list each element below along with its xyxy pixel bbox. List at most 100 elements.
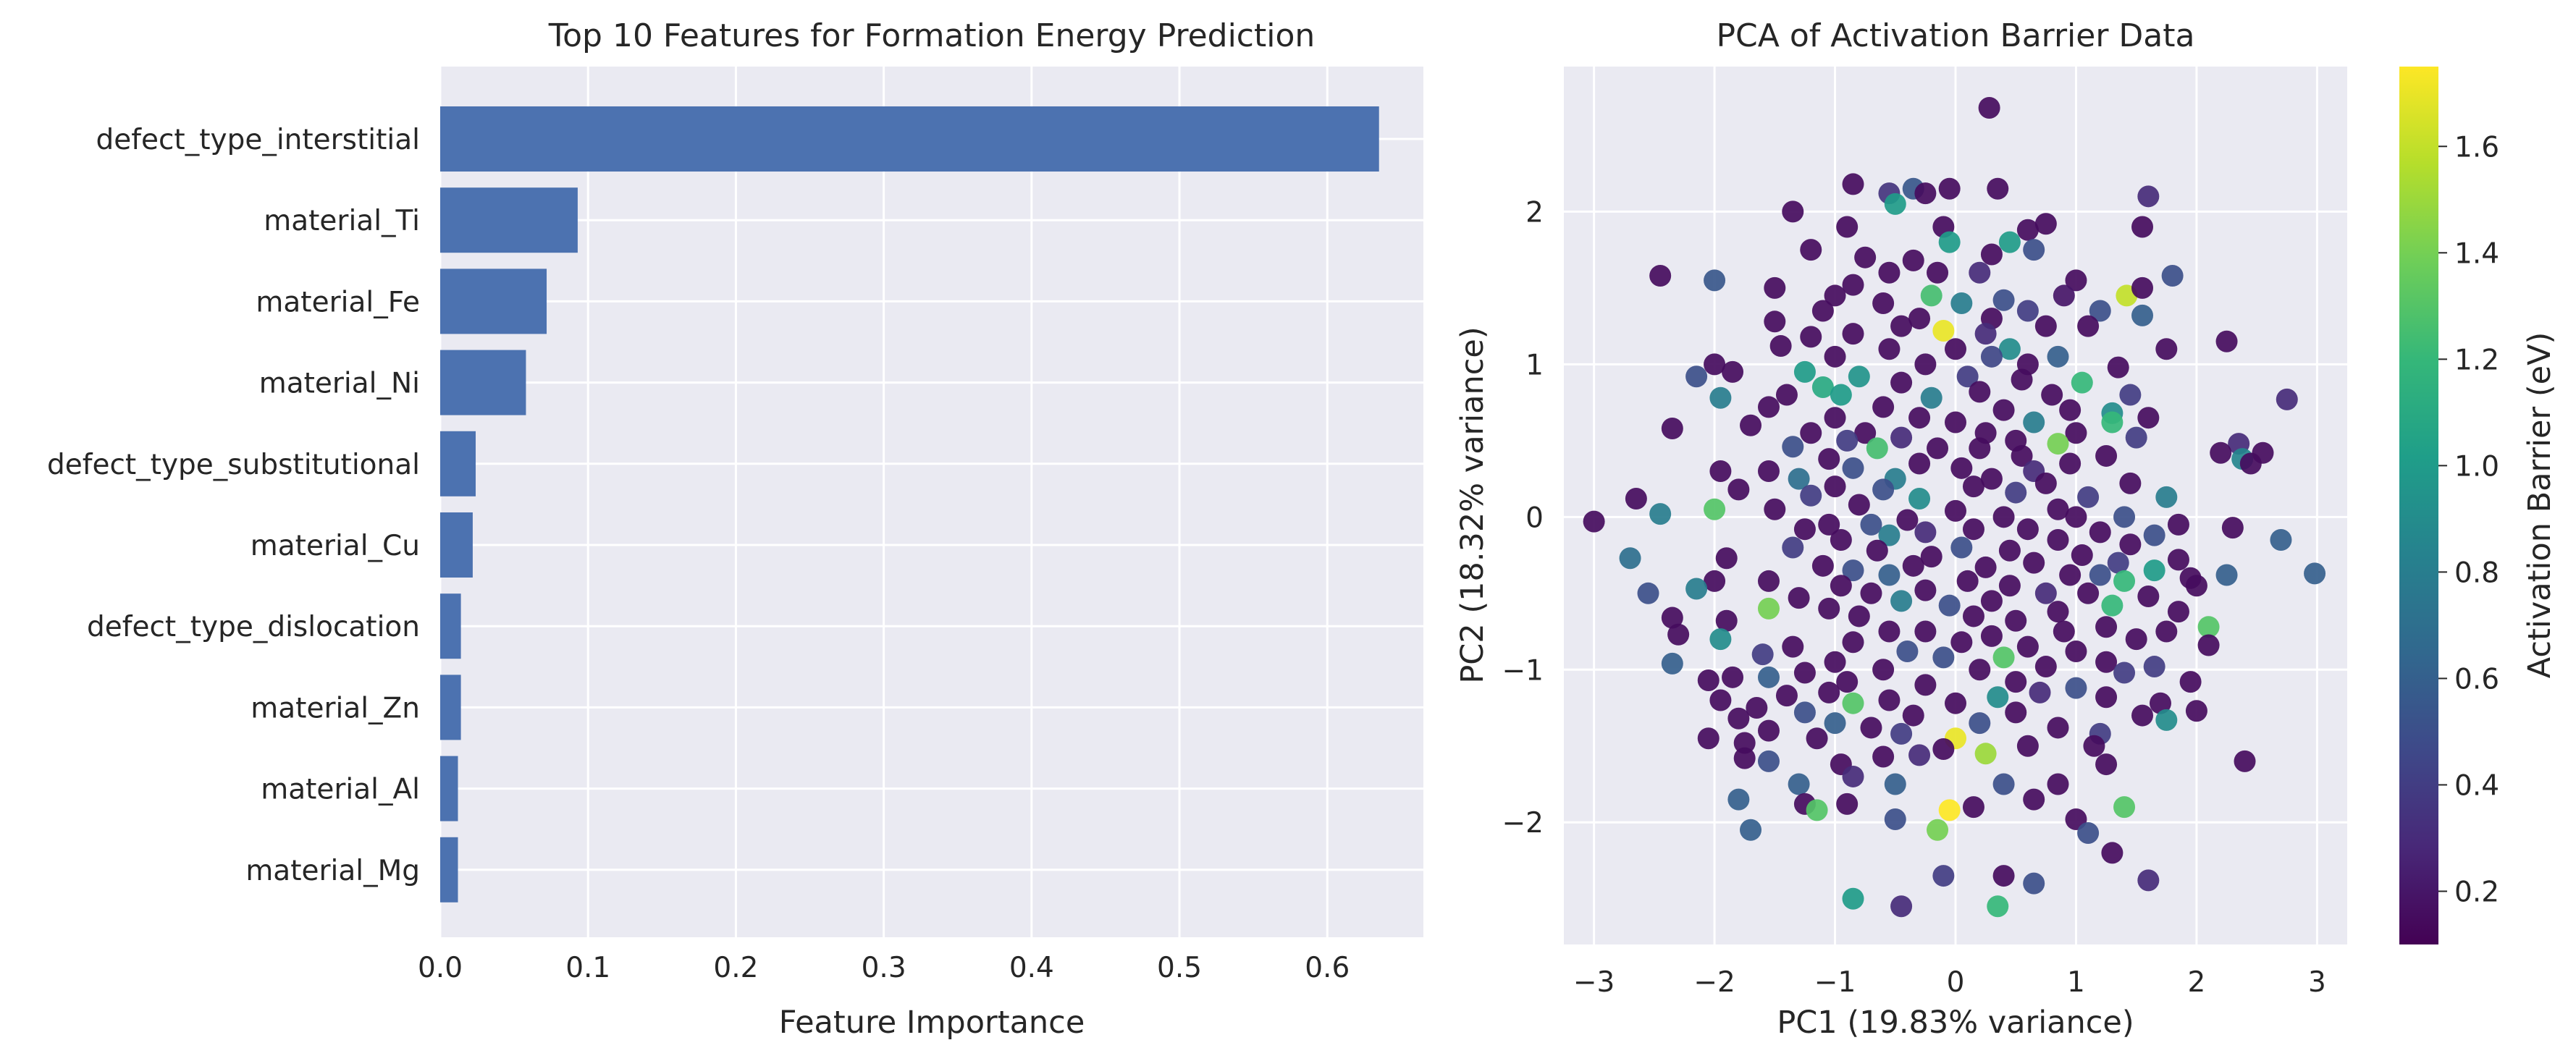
category-label-material_Al: material_Al bbox=[261, 774, 420, 806]
scatter-point bbox=[1896, 640, 1919, 662]
scatter-point bbox=[2215, 330, 2238, 352]
scatter-point bbox=[1992, 506, 2015, 528]
left-x-tick-label: 0.0 bbox=[418, 952, 463, 984]
bar-material_Cu bbox=[440, 512, 473, 578]
right-y-tick-label: 2 bbox=[1525, 196, 1544, 229]
category-label-material_Ti: material_Ti bbox=[264, 205, 420, 237]
scatter-point bbox=[1704, 269, 1726, 292]
scatter-point bbox=[2047, 433, 2069, 455]
scatter-point bbox=[1998, 575, 2021, 597]
scatter-point bbox=[2125, 628, 2147, 651]
scatter-point bbox=[1830, 575, 1852, 597]
scatter-point bbox=[1836, 216, 1859, 238]
scatter-point bbox=[2101, 411, 2123, 434]
scatter-point bbox=[1782, 436, 1804, 458]
scatter-point bbox=[1978, 96, 2000, 119]
colorbar-gradient bbox=[2399, 67, 2438, 944]
left-chart-title: Top 10 Features for Formation Energy Pre… bbox=[548, 17, 1316, 54]
right-x-tick-label: 3 bbox=[2308, 966, 2326, 999]
scatter-point bbox=[1950, 631, 1973, 654]
scatter-point bbox=[1715, 609, 1738, 632]
scatter-point bbox=[1793, 360, 1816, 383]
category-label-defect_type_interstitial: defect_type_interstitial bbox=[96, 124, 420, 156]
scatter-point bbox=[2137, 586, 2160, 608]
scatter-point bbox=[1842, 765, 1864, 787]
scatter-point bbox=[1878, 261, 1901, 284]
scatter-point bbox=[1764, 498, 1786, 520]
scatter-point bbox=[2143, 656, 2165, 678]
scatter-point bbox=[1908, 308, 1931, 330]
scatter-point bbox=[1908, 452, 1931, 475]
scatter-point bbox=[1661, 652, 1683, 675]
scatter-point bbox=[1927, 261, 1949, 284]
bar-material_Zn bbox=[440, 675, 461, 740]
scatter-point bbox=[1727, 707, 1750, 730]
right-x-tick-label: −1 bbox=[1814, 966, 1856, 999]
scatter-point bbox=[2131, 704, 2154, 727]
scatter-point bbox=[2016, 219, 2039, 241]
scatter-point bbox=[1908, 488, 1931, 510]
scatter-point bbox=[1842, 559, 1864, 582]
scatter-point bbox=[1938, 799, 1961, 821]
scatter-point bbox=[1890, 722, 1913, 745]
scatter-point bbox=[1854, 422, 1877, 444]
scatter-point bbox=[2089, 300, 2111, 322]
scatter-point bbox=[2059, 399, 2082, 421]
scatter-point bbox=[1969, 712, 1991, 735]
scatter-point bbox=[1872, 396, 1895, 418]
scatter-point bbox=[1878, 620, 1901, 643]
right-y-tick-label: −1 bbox=[1502, 654, 1544, 687]
scatter-point bbox=[2065, 677, 2087, 699]
scatter-point bbox=[1661, 417, 1683, 439]
scatter-point bbox=[1842, 457, 1864, 479]
scatter-point bbox=[1920, 284, 1942, 307]
right-x-tick-label: 0 bbox=[1947, 966, 1965, 999]
bar-defect_type_interstitial bbox=[440, 106, 1379, 172]
scatter-point bbox=[1757, 396, 1780, 418]
scatter-point bbox=[2167, 601, 2189, 623]
left-x-tick-label: 0.2 bbox=[713, 952, 758, 984]
scatter-point bbox=[2034, 656, 2057, 678]
scatter-point bbox=[1987, 686, 2009, 709]
right-y-tick-label: 1 bbox=[1525, 349, 1544, 381]
scatter-point bbox=[2016, 300, 2039, 322]
scatter-point bbox=[1969, 261, 1991, 284]
scatter-point bbox=[1878, 338, 1901, 360]
category-label-material_Fe: material_Fe bbox=[256, 286, 420, 318]
scatter-point bbox=[1932, 737, 1955, 760]
bar-material_Ni bbox=[440, 350, 526, 415]
scatter-point bbox=[1956, 365, 1979, 388]
left-x-tick-label: 0.6 bbox=[1305, 952, 1350, 984]
scatter-point bbox=[2089, 521, 2111, 544]
scatter-point bbox=[1974, 556, 1997, 578]
scatter-point bbox=[2065, 269, 2087, 292]
bar-material_Ti bbox=[440, 187, 578, 253]
scatter-point bbox=[2276, 388, 2298, 410]
right-x-tick-labels: −3 −2 −1 0 1 2 3 bbox=[1573, 966, 2326, 999]
scatter-point bbox=[1775, 685, 1798, 707]
scatter-point bbox=[1800, 239, 1822, 261]
right-x-tick-label: 1 bbox=[2067, 966, 2085, 999]
scatter-point bbox=[1848, 494, 1870, 516]
scatter-point bbox=[1908, 744, 1931, 766]
scatter-point bbox=[1938, 177, 1961, 200]
right-chart-title: PCA of Activation Barrier Data bbox=[1717, 17, 2195, 54]
right-y-tick-labels: −2 −1 0 1 2 bbox=[1502, 196, 1544, 840]
scatter-point bbox=[2071, 371, 2093, 394]
scatter-point bbox=[1793, 518, 1816, 541]
colorbar: 0.2 0.4 0.6 0.8 1.0 1.2 1.4 1.6 Activation Barr… bbox=[2399, 67, 2558, 944]
scatter-point bbox=[1811, 554, 1834, 577]
scatter-point bbox=[1842, 887, 1864, 910]
scatter-point bbox=[1896, 509, 1919, 531]
category-label-material_Cu: material_Cu bbox=[251, 530, 420, 562]
scatter-point bbox=[1836, 671, 1859, 693]
category-label-material_Ni: material_Ni bbox=[259, 368, 420, 400]
left-x-axis-label: Feature Importance bbox=[779, 1005, 1085, 1041]
bar-material_Mg bbox=[440, 837, 458, 903]
colorbar-tick-label: 0.6 bbox=[2454, 663, 2499, 696]
left-category-labels: defect_type_interstitial material_Timater… bbox=[47, 124, 420, 887]
scatter-point bbox=[1987, 177, 2009, 200]
scatter-point bbox=[2215, 564, 2238, 586]
scatter-point bbox=[1824, 407, 1846, 429]
scatter-point bbox=[1685, 365, 1708, 388]
